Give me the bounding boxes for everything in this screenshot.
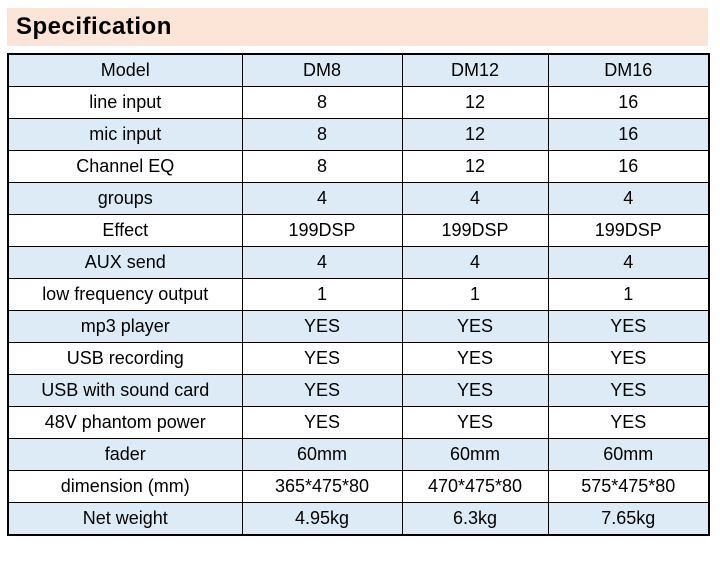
cell-value: YES (547, 310, 710, 343)
cell-value: YES (401, 342, 549, 375)
row-label: Channel EQ (7, 150, 243, 183)
cell-value: 16 (547, 118, 710, 151)
table-row: AUX send 4 4 4 (7, 246, 710, 279)
cell-value: 4.95kg (241, 502, 403, 536)
row-label: mic input (7, 118, 243, 151)
table-row: USB recording YES YES YES (7, 342, 710, 375)
cell-value: 365*475*80 (241, 470, 403, 503)
row-label: Effect (7, 214, 243, 247)
column-header-model: Model (7, 53, 243, 87)
cell-value: 60mm (241, 438, 403, 471)
table-row: groups 4 4 4 (7, 182, 710, 215)
cell-value: 4 (547, 182, 710, 215)
cell-value: YES (241, 342, 403, 375)
row-label: dimension (mm) (7, 470, 243, 503)
column-header-dm8: DM8 (241, 53, 403, 87)
cell-value: 4 (241, 182, 403, 215)
table-row: fader 60mm 60mm 60mm (7, 438, 710, 471)
table-row: Net weight 4.95kg 6.3kg 7.65kg (7, 502, 710, 536)
cell-value: 8 (241, 118, 403, 151)
row-label: 48V phantom power (7, 406, 243, 439)
cell-value: 8 (241, 86, 403, 119)
cell-value: 1 (241, 278, 403, 311)
cell-value: 1 (401, 278, 549, 311)
cell-value: YES (241, 310, 403, 343)
table-row: Channel EQ 8 12 16 (7, 150, 710, 183)
cell-value: 4 (401, 246, 549, 279)
cell-value: 12 (401, 86, 549, 119)
cell-value: 12 (401, 150, 549, 183)
table-row: USB with sound card YES YES YES (7, 374, 710, 407)
cell-value: 8 (241, 150, 403, 183)
table-row: 48V phantom power YES YES YES (7, 406, 710, 439)
cell-value: 16 (547, 86, 710, 119)
cell-value: YES (547, 374, 710, 407)
table-body: line input 8 12 16 mic input 8 12 16 Channel EQ 8… (7, 86, 710, 536)
cell-value: 199DSP (401, 214, 549, 247)
row-label: line input (7, 86, 243, 119)
cell-value: 4 (401, 182, 549, 215)
cell-value: YES (241, 406, 403, 439)
table-row: dimension (mm) 365*475*80 470*475*80 575*47… (7, 470, 710, 503)
cell-value: YES (547, 406, 710, 439)
cell-value: 4 (241, 246, 403, 279)
header-row: Model DM8 DM12 DM16 (7, 53, 710, 87)
cell-value: 16 (547, 150, 710, 183)
table-row: mp3 player YES YES YES (7, 310, 710, 343)
cell-value: 575*475*80 (547, 470, 710, 503)
cell-value: 199DSP (241, 214, 403, 247)
cell-value: YES (241, 374, 403, 407)
cell-value: 12 (401, 118, 549, 151)
column-header-dm16: DM16 (547, 53, 710, 87)
table-row: Effect 199DSP 199DSP 199DSP (7, 214, 710, 247)
cell-value: YES (401, 374, 549, 407)
row-label: mp3 player (7, 310, 243, 343)
cell-value: 4 (547, 246, 710, 279)
row-label: AUX send (7, 246, 243, 279)
cell-value: 470*475*80 (401, 470, 549, 503)
row-label: USB with sound card (7, 374, 243, 407)
cell-value: YES (547, 342, 710, 375)
specification-table: Model DM8 DM12 DM16 line input 8 12 16 mic inpu… (7, 53, 710, 536)
row-label: USB recording (7, 342, 243, 375)
cell-value: 199DSP (547, 214, 710, 247)
table-row: mic input 8 12 16 (7, 118, 710, 151)
row-label: groups (7, 182, 243, 215)
table-row: low frequency output 1 1 1 (7, 278, 710, 311)
specification-page: Specification Model DM8 DM12 DM16 line inpu… (7, 8, 710, 536)
cell-value: 1 (547, 278, 710, 311)
row-label: Net weight (7, 502, 243, 536)
page-title: Specification (7, 8, 708, 46)
cell-value: YES (401, 406, 549, 439)
cell-value: 60mm (401, 438, 549, 471)
cell-value: YES (401, 310, 549, 343)
row-label: low frequency output (7, 278, 243, 311)
cell-value: 60mm (547, 438, 710, 471)
cell-value: 6.3kg (401, 502, 549, 536)
cell-value: 7.65kg (547, 502, 710, 536)
row-label: fader (7, 438, 243, 471)
column-header-dm12: DM12 (401, 53, 549, 87)
table-row: line input 8 12 16 (7, 86, 710, 119)
